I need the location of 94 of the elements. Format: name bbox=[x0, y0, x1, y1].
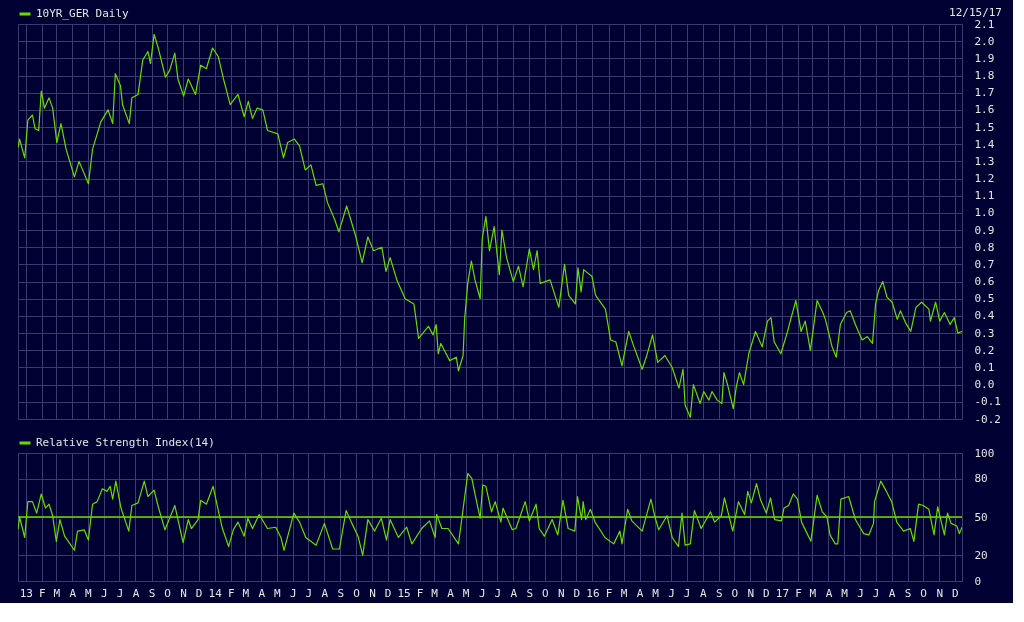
x-tick-label: S bbox=[904, 586, 912, 600]
x-tick-label: J bbox=[101, 586, 108, 600]
y-tick-label: 0.5 bbox=[974, 292, 995, 306]
x-tick-label: S bbox=[148, 586, 156, 600]
x-tick-label: D bbox=[384, 586, 392, 600]
x-tick-label: O bbox=[164, 586, 171, 600]
x-tick-label: A bbox=[258, 586, 266, 600]
y-tick-label: 50 bbox=[974, 510, 988, 524]
x-tick-label: M bbox=[85, 586, 93, 600]
x-tick-label: A bbox=[636, 586, 644, 600]
x-tick-label: D bbox=[573, 586, 581, 600]
y-tick-label: 0.2 bbox=[974, 343, 995, 357]
x-tick-label: S bbox=[526, 586, 534, 600]
y-tick-label: 0 bbox=[974, 574, 982, 588]
x-tick-label: 15 bbox=[397, 586, 411, 600]
x-tick-label: J bbox=[668, 586, 675, 600]
y-tick-label: 80 bbox=[974, 472, 988, 486]
y-tick-label: 20 bbox=[974, 548, 988, 562]
x-tick-label: M bbox=[809, 586, 817, 600]
x-tick-label: J bbox=[494, 586, 502, 600]
x-tick-label: S bbox=[337, 586, 345, 600]
x-tick-label: A bbox=[699, 586, 707, 600]
y-tick-label: 1.0 bbox=[974, 206, 995, 220]
x-tick-label: J bbox=[857, 586, 864, 600]
y-tick-label: 0.7 bbox=[974, 257, 995, 271]
x-tick-label: M bbox=[273, 586, 281, 600]
x-tick-label: A bbox=[888, 586, 896, 600]
x-tick-label: N bbox=[180, 586, 187, 600]
x-tick-label: F bbox=[38, 586, 46, 600]
y-tick-label: 0.6 bbox=[974, 275, 995, 289]
x-tick-label: 13 bbox=[19, 586, 33, 600]
x-tick-label: J bbox=[305, 586, 313, 600]
x-tick-label: D bbox=[951, 586, 959, 600]
x-tick-label: N bbox=[747, 586, 755, 600]
x-tick-label: 14 bbox=[208, 586, 223, 600]
y-tick-label: 1.6 bbox=[974, 103, 995, 117]
x-tick-label: M bbox=[53, 586, 61, 600]
text: 12/15/17 bbox=[949, 6, 1002, 19]
x-tick-label: F bbox=[416, 586, 424, 600]
x-tick-label: J bbox=[478, 586, 486, 600]
x-tick-label: M bbox=[242, 586, 250, 600]
x-tick-label: A bbox=[132, 586, 140, 600]
x-tick-label: F bbox=[795, 586, 802, 600]
x-tick-label: A bbox=[321, 586, 329, 600]
y-tick-label: 2.1 bbox=[974, 17, 995, 31]
x-tick-label: O bbox=[542, 586, 549, 600]
y-tick-label: -0.2 bbox=[974, 412, 1001, 426]
y-tick-label: 100 bbox=[974, 446, 995, 460]
x-tick-label: N bbox=[936, 586, 944, 600]
x-tick-label: J bbox=[290, 586, 297, 600]
x-tick-label: D bbox=[195, 586, 203, 600]
x-tick-label: M bbox=[462, 586, 470, 600]
x-tick-label: S bbox=[715, 586, 723, 600]
x-tick-label: O bbox=[731, 586, 739, 600]
x-tick-label: J bbox=[872, 586, 880, 600]
y-tick-label: 0.0 bbox=[974, 378, 995, 392]
y-tick-label: 1.9 bbox=[974, 51, 995, 65]
y-tick-label: 0.8 bbox=[974, 240, 995, 254]
x-tick-label: M bbox=[620, 586, 628, 600]
legend-label: Relative Strength Index(14) bbox=[36, 436, 215, 449]
y-tick-label: 0.3 bbox=[974, 326, 995, 340]
x-tick-label: O bbox=[353, 586, 360, 600]
y-tick-label: 2.0 bbox=[974, 34, 995, 48]
x-tick-label: N bbox=[369, 586, 376, 600]
line-series bbox=[18, 472, 962, 556]
y-tick-label: 1.3 bbox=[974, 154, 995, 168]
x-tick-label: O bbox=[920, 586, 927, 600]
x-tick-label: F bbox=[605, 586, 613, 600]
y-tick-label: 0.9 bbox=[974, 223, 995, 237]
x-tick-label: J bbox=[683, 586, 691, 600]
x-tick-label: M bbox=[431, 586, 439, 600]
x-tick-label: D bbox=[763, 586, 770, 600]
y-tick-label: 1.4 bbox=[974, 137, 995, 151]
y-tick-label: 0.1 bbox=[974, 360, 995, 374]
x-tick-label: J bbox=[116, 586, 124, 600]
x-tick-label: A bbox=[69, 586, 77, 600]
x-tick-label: A bbox=[510, 586, 518, 600]
y-tick-label: 1.8 bbox=[974, 69, 995, 83]
y-tick-label: 1.1 bbox=[974, 189, 995, 203]
x-tick-label: F bbox=[227, 586, 235, 600]
x-tick-label: N bbox=[558, 586, 565, 600]
line-series bbox=[18, 33, 962, 418]
x-tick-label: M bbox=[652, 586, 660, 600]
legend-label: 10YR_GER Daily bbox=[36, 7, 130, 20]
x-tick-label: 16 bbox=[586, 586, 600, 600]
x-tick-label: A bbox=[447, 586, 455, 600]
x-tick-label: A bbox=[825, 586, 833, 600]
x-tick-label: M bbox=[841, 586, 849, 600]
y-tick-label: 1.5 bbox=[974, 120, 995, 134]
y-tick-label: -0.1 bbox=[974, 395, 1001, 409]
y-tick-label: 1.2 bbox=[974, 172, 995, 186]
y-tick-label: 1.7 bbox=[974, 86, 995, 100]
y-tick-label: 0.4 bbox=[974, 309, 995, 323]
x-tick-label: 17 bbox=[775, 586, 790, 600]
